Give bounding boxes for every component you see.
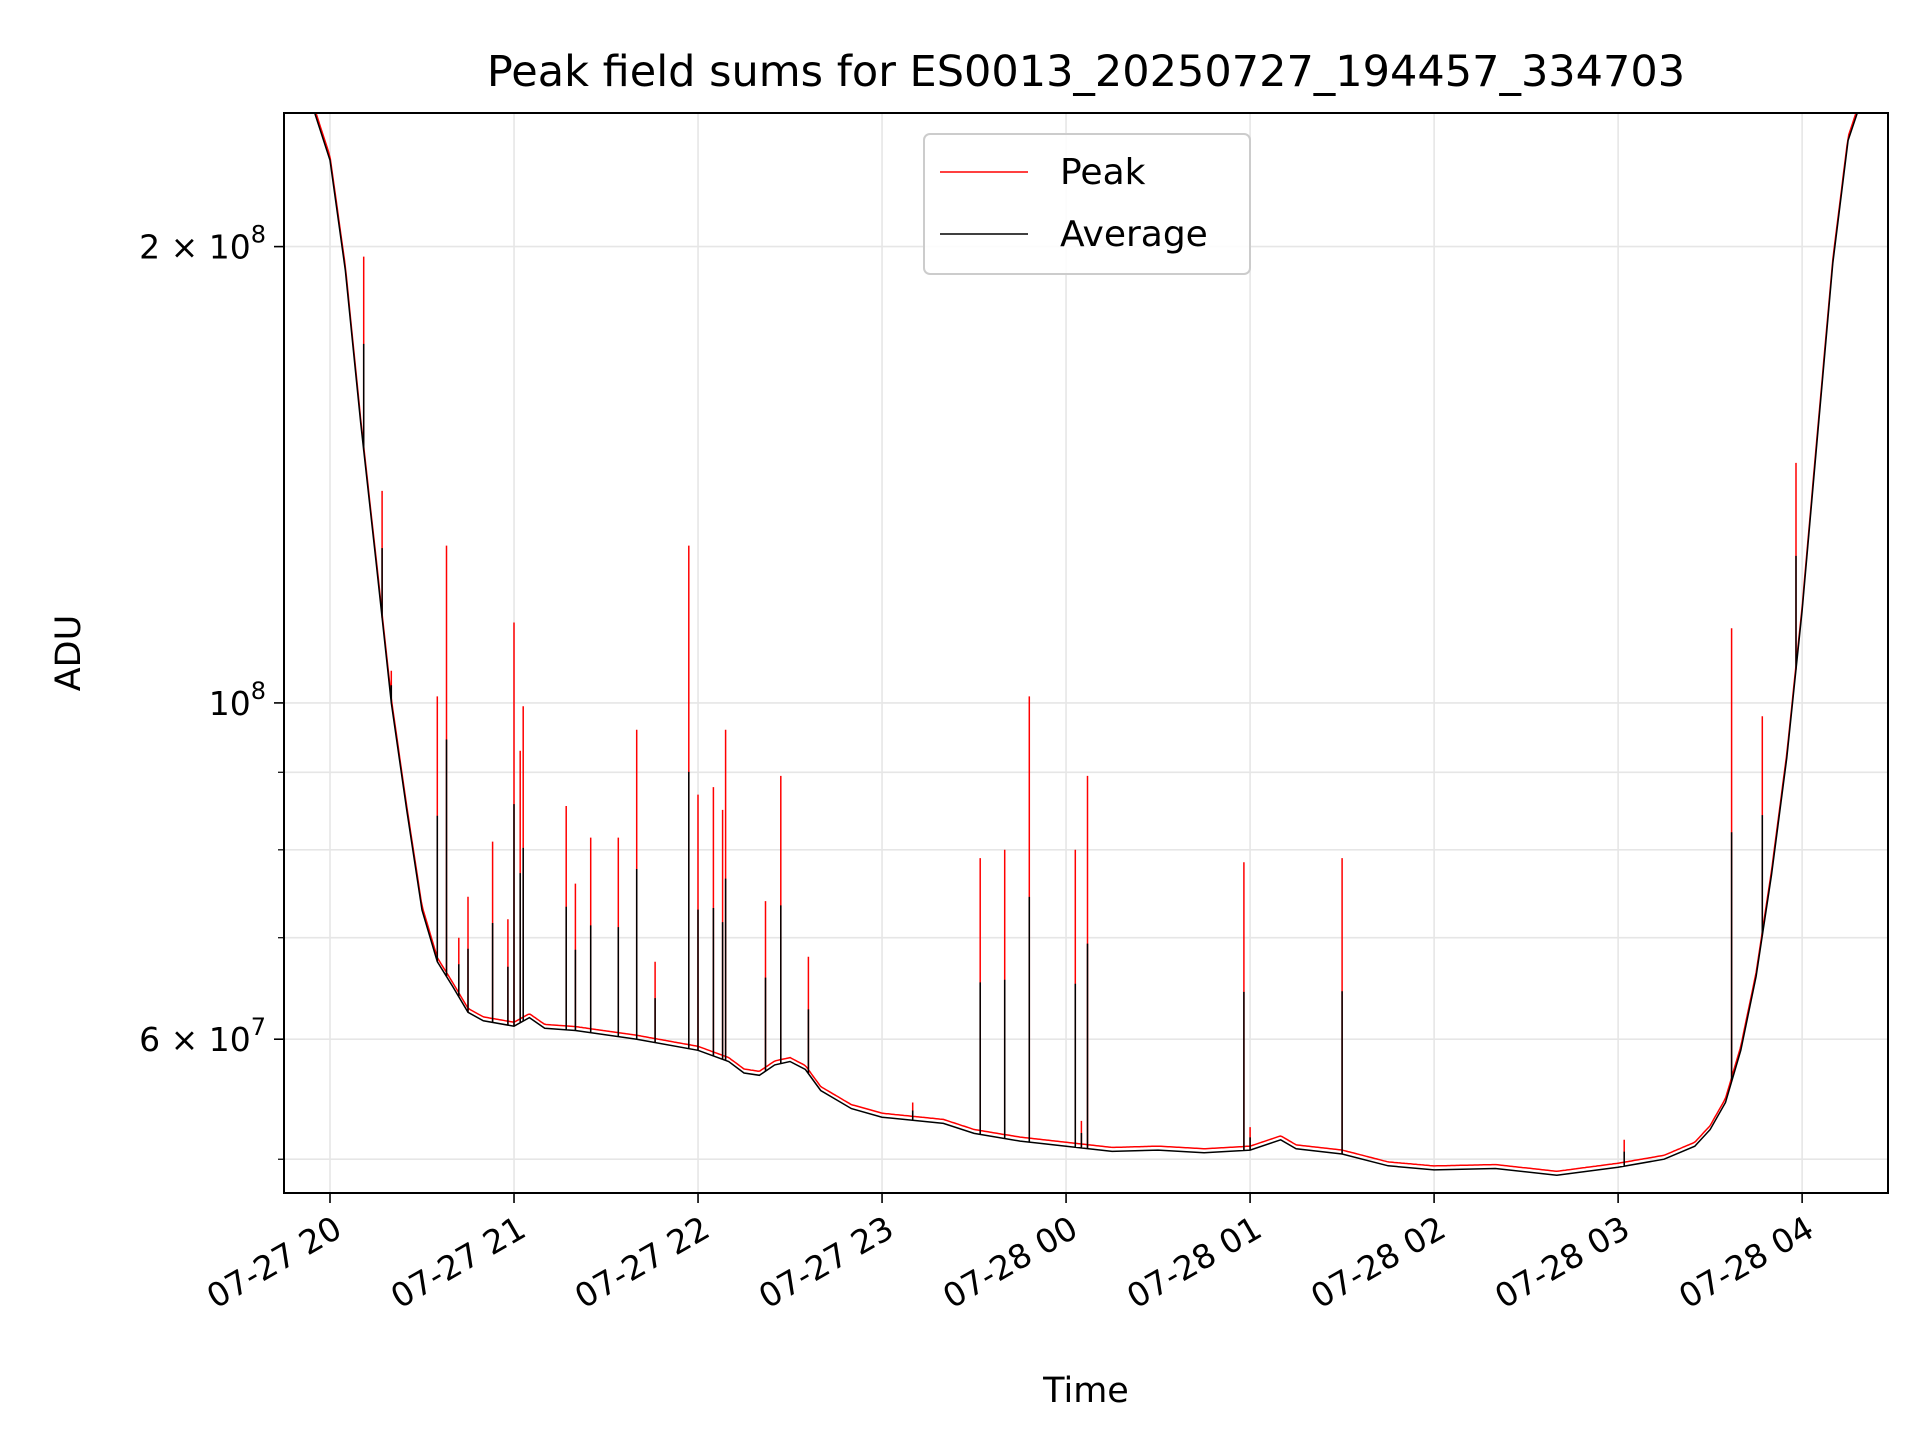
- y-tick-base: 2 × 10: [139, 228, 251, 267]
- y-tick-label: 2 × 108: [139, 221, 266, 267]
- y-tick-label: 6 × 107: [139, 1013, 266, 1059]
- y-tick-exponent: 8: [251, 221, 266, 249]
- legend-label-average: Average: [1060, 214, 1208, 255]
- legend: Peak Average: [923, 133, 1251, 275]
- y-tick-exponent: 8: [251, 677, 266, 705]
- series-line-average: [284, 113, 1888, 1176]
- y-tick-base: 6 × 10: [139, 1020, 251, 1059]
- legend-box: [923, 133, 1251, 275]
- axes-frame: [283, 112, 1889, 1194]
- plot-area: [284, 113, 1888, 1176]
- legend-label-peak: Peak: [1060, 152, 1146, 193]
- y-tick-label: 108: [209, 677, 266, 723]
- y-tick-base: 10: [209, 684, 251, 723]
- chart-title: Peak field sums for ES0013_20250727_1944…: [487, 47, 1685, 97]
- grid: [284, 113, 1888, 1193]
- x-axis-label: Time: [1042, 1371, 1129, 1411]
- y-tick-exponent: 7: [251, 1013, 266, 1041]
- series-layer: [284, 113, 1888, 1176]
- y-axis-label: ADU: [49, 615, 89, 692]
